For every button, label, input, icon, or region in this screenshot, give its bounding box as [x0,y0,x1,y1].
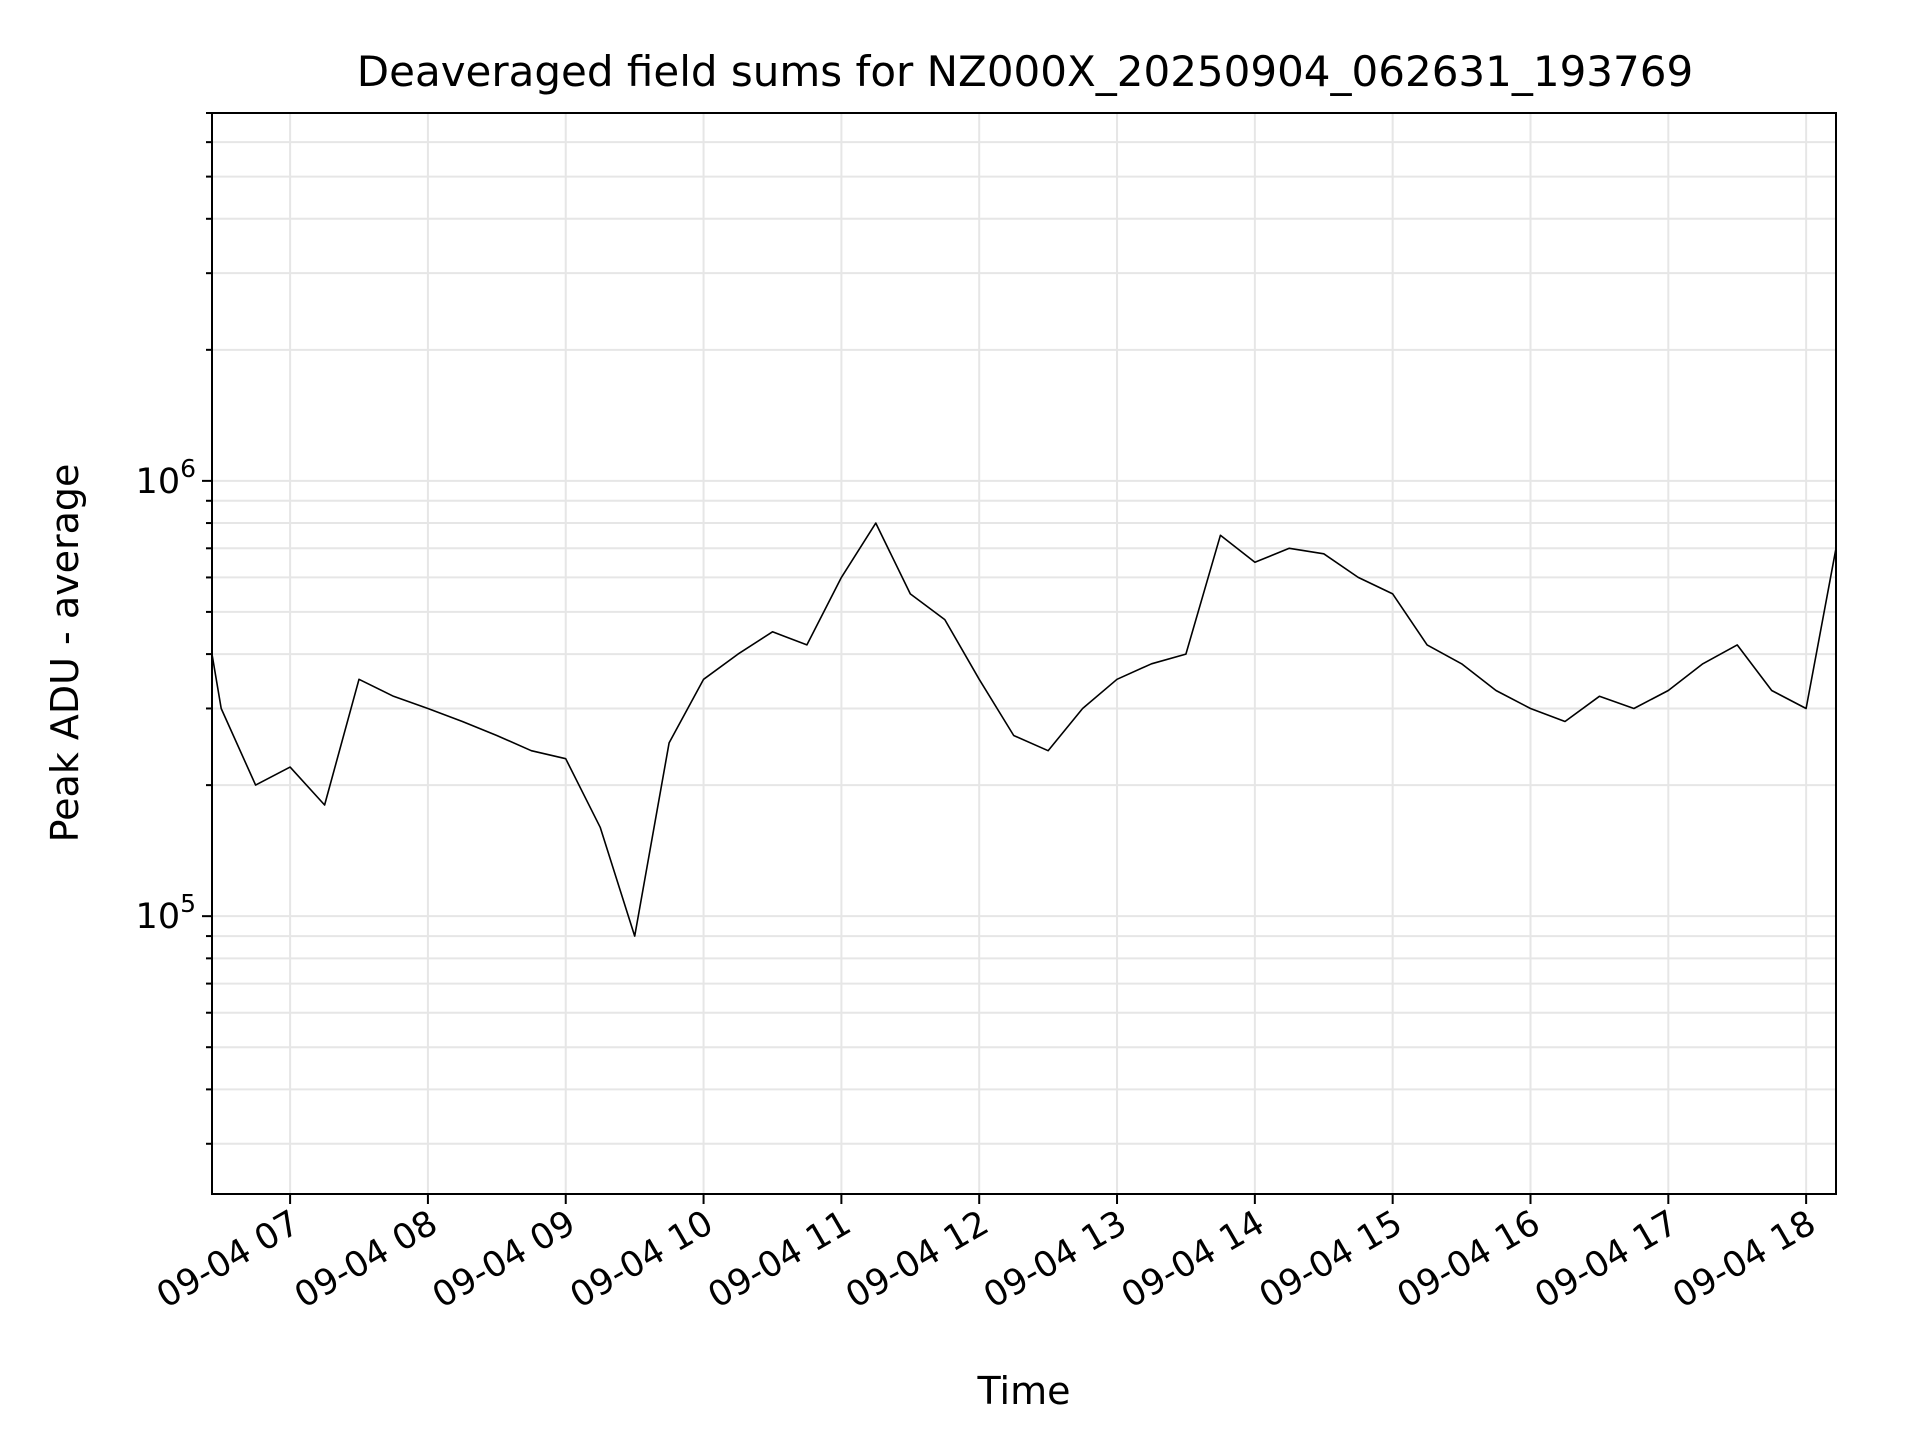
y-tick-label: 105 [136,889,196,937]
series-line [211,522,1837,937]
y-axis-label: Peak ADU - average [43,464,87,843]
y-tick-label: 106 [136,454,196,502]
data-series [211,522,1837,937]
x-axis-label: Time [977,1369,1071,1413]
chart-title: Deaveraged field sums for NZ000X_2025090… [357,47,1693,96]
